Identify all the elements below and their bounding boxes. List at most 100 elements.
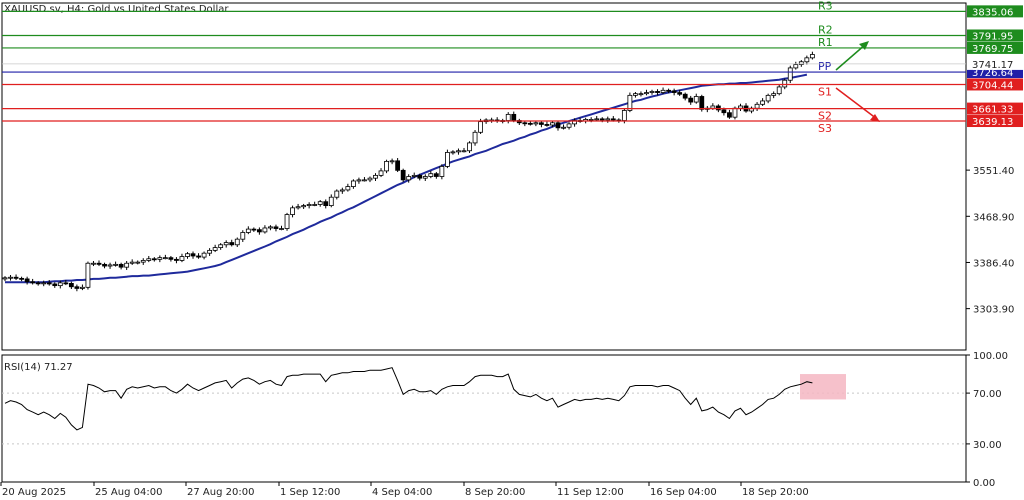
candle (793, 61, 799, 70)
candle-body (157, 257, 163, 260)
rsi-tick-label: 30.00 (973, 440, 1002, 451)
candle-body (234, 238, 240, 246)
candle (633, 91, 638, 98)
current-price-badge (967, 57, 1023, 70)
candle-body (627, 94, 633, 111)
candle-body (605, 118, 611, 121)
candle (162, 254, 168, 260)
candle-body (52, 283, 58, 287)
candle-body (362, 179, 367, 182)
candle-body (638, 93, 644, 96)
candle (367, 176, 373, 183)
candle-body (268, 226, 273, 229)
candle-body (732, 107, 738, 118)
candle-body (610, 118, 616, 121)
candle (146, 255, 152, 263)
candle-body (527, 122, 533, 125)
bullish-arrow-shaft (835, 43, 867, 71)
candle (389, 158, 395, 165)
candle-body (798, 61, 804, 65)
candle-body (621, 110, 627, 121)
candle-body (655, 91, 660, 93)
candle-body (240, 232, 246, 240)
candle (539, 120, 544, 128)
candle-body (644, 92, 649, 95)
level-price-label: 3835.06 (972, 7, 1013, 18)
candle-body (140, 260, 146, 263)
candle (594, 116, 600, 122)
candle-body (710, 105, 716, 109)
candle-body (96, 262, 102, 265)
candle (384, 159, 389, 174)
candle (251, 227, 257, 232)
candle (212, 244, 218, 253)
candle-body (633, 93, 638, 96)
candle-body (771, 93, 777, 96)
candle-body (721, 109, 727, 114)
candle (339, 187, 345, 194)
candle-body (594, 118, 600, 121)
candle-body (323, 201, 329, 207)
candle-body (550, 122, 555, 126)
candle (494, 117, 500, 123)
candle-body (339, 189, 345, 192)
candle (666, 88, 671, 94)
candle (13, 274, 19, 281)
candle-body (30, 281, 36, 284)
candle (395, 158, 401, 173)
bullish-arrow-head (859, 41, 869, 50)
candle-body (444, 152, 450, 167)
level-badge-r2 (967, 29, 1023, 42)
candle-body (411, 174, 417, 177)
candle-body (41, 282, 47, 285)
candle (544, 121, 550, 127)
candle-body (660, 89, 666, 93)
moving-average-line (5, 73, 808, 284)
rsi-tick-label: 70.00 (973, 389, 1002, 400)
candle (456, 148, 461, 155)
current-price-label: 3741.17 (972, 60, 1013, 71)
candle (234, 237, 240, 248)
x-tick-label: 16 Sep 04:00 (650, 487, 717, 498)
candle (334, 189, 340, 200)
candle (295, 203, 301, 210)
candle (738, 103, 743, 112)
candle (433, 172, 439, 179)
candle (290, 205, 295, 218)
candle-body (74, 286, 80, 289)
level-badge-r3 (967, 5, 1023, 18)
level-badge-s2 (967, 102, 1023, 115)
candle (135, 260, 141, 265)
candle-body (284, 214, 290, 229)
candle (749, 106, 754, 114)
candle (2, 276, 8, 282)
level-name-label: R2 (818, 23, 833, 36)
candle (444, 149, 450, 169)
candle (345, 183, 351, 192)
rsi-line (4, 367, 813, 431)
candle-body (196, 255, 201, 258)
candle-body (693, 96, 699, 103)
y-tick-label: 3303.90 (973, 305, 1014, 316)
x-tick-label: 20 Aug 2025 (2, 487, 66, 498)
candle-body (373, 174, 378, 179)
candle-body (229, 242, 235, 246)
candle-body (2, 277, 8, 280)
candle (660, 87, 666, 95)
level-badge-s1 (967, 78, 1023, 91)
level-name-label: R3 (818, 0, 833, 12)
candle (787, 65, 793, 84)
candle (356, 177, 362, 184)
x-tick-label: 25 Aug 04:00 (95, 487, 162, 498)
candle-body (555, 122, 561, 129)
candle-body (682, 93, 688, 99)
x-tick-label: 18 Sep 20:00 (742, 487, 809, 498)
rsi-panel-frame (1, 354, 967, 483)
candle-body (378, 170, 384, 176)
candle (190, 251, 196, 259)
candle (760, 98, 766, 106)
candle-body (715, 105, 721, 111)
candle (306, 202, 312, 209)
candle (555, 120, 561, 131)
